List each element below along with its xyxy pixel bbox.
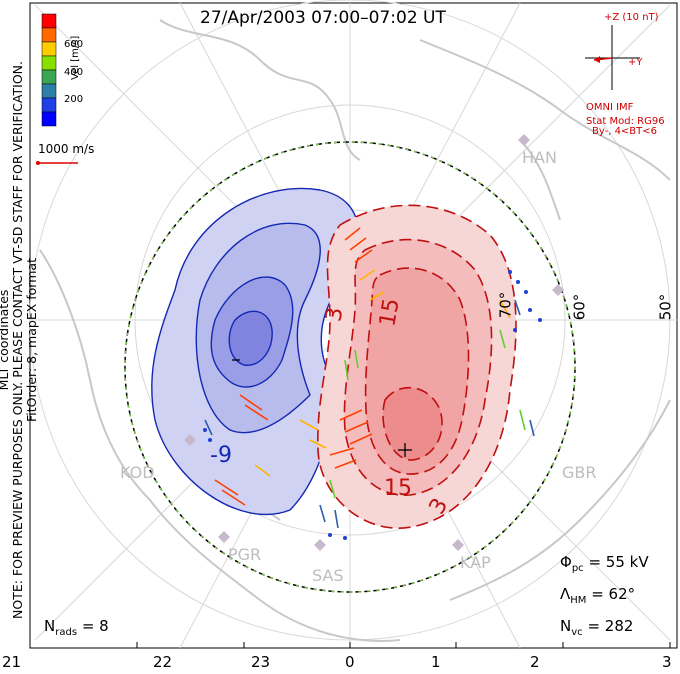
station-sas: SAS	[312, 566, 344, 585]
colorbar-label: Vel [m/s]	[70, 35, 81, 80]
station-kap: KAP	[460, 553, 491, 572]
station-kod: KOD	[120, 463, 155, 482]
mlt-tick-21: 21	[2, 653, 22, 671]
contour-label-15-bottom: 15	[384, 476, 412, 501]
colorbar-tick-600: 600	[64, 39, 84, 50]
mlt-tick-1: 1	[431, 653, 441, 671]
boundary-markers	[124, 141, 576, 593]
mlt-tick-3: 3	[662, 653, 672, 671]
dawn-convection-cell	[317, 204, 517, 529]
stat-phi-pc: Φpc = 55 kV	[560, 553, 649, 574]
mlt-axis-ticks	[29, 642, 671, 648]
station-han: HAN	[522, 148, 557, 167]
stat-model: Stat Mod: RG96	[586, 116, 665, 127]
latitude-50: 50°	[656, 293, 675, 321]
mlt-tick-2: 2	[530, 653, 540, 671]
map-title: 27/Apr/2003 07:00–07:02 UT	[200, 8, 446, 28]
mlt-tick-23: 23	[251, 653, 271, 671]
latitude-60: 60°	[570, 293, 589, 321]
dusk-convection-cell	[151, 187, 360, 516]
vertical-note: MLT coordinates NOTE: FOR PREVIEW PURPOS…	[0, 20, 39, 660]
imf-dial	[585, 25, 640, 90]
fit-order-note: FitOrder: 8, mapEX format	[24, 258, 39, 422]
station-pgr: PGR	[228, 545, 262, 564]
contour-label-15-top: 15	[375, 296, 405, 329]
station-markers	[184, 134, 564, 551]
stat-nvc: Nvc = 282	[560, 617, 634, 638]
potential-extrema	[232, 359, 412, 457]
contour-label-minus-9: -9	[210, 443, 232, 468]
station-gbr: GBR	[562, 463, 597, 482]
preview-note: NOTE: FOR PREVIEW PURPOSES ONLY. PLEASE …	[10, 61, 25, 619]
velocity-colorbar	[41, 13, 57, 127]
latitude-70: 70°	[496, 291, 515, 319]
mlt-tick-22: 22	[153, 653, 173, 671]
imf-source: OMNI IMF	[586, 102, 634, 113]
colorbar-tick-200: 200	[64, 94, 84, 105]
imf-y-label: +Y	[628, 57, 643, 68]
colorbar-tick-400: 400	[64, 67, 84, 78]
imf-z-label: +Z (10 nT)	[604, 12, 659, 23]
scale-vector-label: 1000 m/s	[38, 142, 95, 156]
stat-nrads: Nrads = 8	[44, 617, 109, 638]
velocity-vectors	[203, 227, 542, 540]
mlt-tick-0: 0	[345, 653, 355, 671]
imf-condition: By-, 4<BT<6	[592, 126, 658, 137]
stat-lambda-hm: ΛHM = 62°	[560, 585, 636, 606]
